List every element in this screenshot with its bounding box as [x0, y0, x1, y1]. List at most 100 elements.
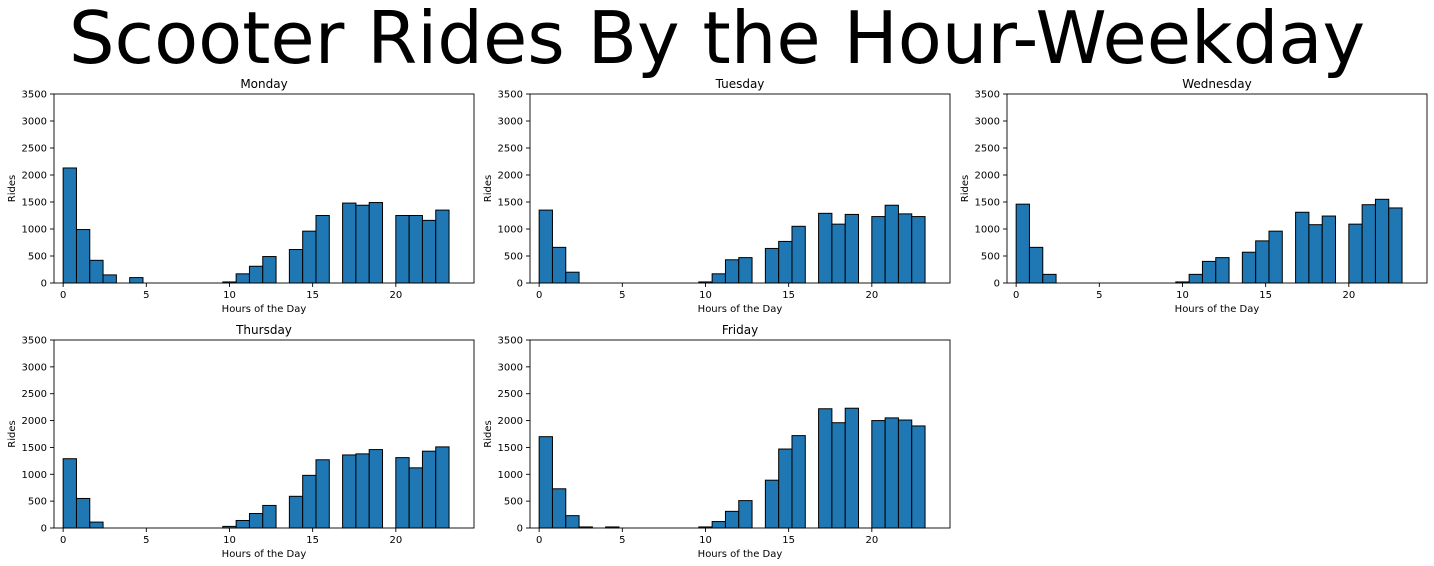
bar [871, 216, 886, 284]
bar [764, 479, 780, 529]
plot-frame [53, 339, 475, 529]
bar [1028, 246, 1044, 284]
x-tick-label: 20 [389, 535, 402, 546]
x-tick-label: 15 [1259, 290, 1272, 301]
y-tick-label: 0 [41, 524, 47, 535]
subplot-wednesday: 0 500 1000 1500 2000 2500 3000 3500 0 5 10 15 20 Wedn… [960, 77, 1428, 315]
y-tick-label: 500 [28, 252, 47, 263]
x-axis-label: Hours of the Day [698, 304, 783, 315]
bar [778, 448, 793, 529]
y-axis-label: Rides [960, 175, 971, 202]
bar [315, 215, 330, 284]
y-tick-label: 500 [981, 252, 1000, 263]
subplot-thursday: 0 500 1000 1500 2000 2500 3000 3500 0 5 10 15 20 Thur… [7, 323, 475, 560]
bar [395, 215, 410, 284]
bar [538, 436, 553, 529]
y-tick-label: 3500 [498, 336, 523, 347]
bar [711, 521, 726, 529]
y-axis-label: Rides [7, 175, 18, 202]
bar [62, 458, 77, 529]
bar [368, 202, 384, 284]
x-tick-label: 0 [1013, 290, 1019, 301]
x-tick-label: 5 [1096, 290, 1102, 301]
y-tick-label: 3500 [975, 90, 1000, 101]
x-tick-label: 5 [619, 290, 625, 301]
x-axis-label: Hours of the Day [222, 549, 307, 560]
bar [89, 521, 104, 529]
plot-frame [1006, 93, 1428, 284]
y-tick-label: 500 [504, 252, 523, 263]
plot-frame [53, 93, 475, 284]
bar [897, 419, 913, 529]
subplot-tuesday: 0 500 1000 1500 2000 2500 3000 3500 0 5 10 15 20 Tues… [483, 77, 951, 315]
y-tick-label: 1500 [22, 198, 47, 209]
y-axis-label: Rides [483, 175, 494, 202]
y-tick-label: 0 [517, 524, 523, 535]
bar [1201, 260, 1217, 284]
bar [551, 488, 567, 529]
bar [75, 229, 91, 284]
y-tick-label: 1000 [498, 225, 523, 236]
y-tick-label: 500 [28, 497, 47, 508]
subplot-title: Thursday [235, 323, 292, 337]
bar [248, 513, 264, 529]
bar [395, 457, 410, 529]
bar [724, 259, 740, 284]
y-tick-label: 3000 [22, 362, 47, 373]
y-tick-label: 0 [41, 279, 47, 290]
bar [551, 246, 567, 284]
bar [818, 408, 833, 529]
bar [538, 209, 553, 284]
x-tick-label: 5 [143, 290, 149, 301]
bar [884, 417, 899, 529]
bar [911, 425, 926, 529]
y-tick-label: 2000 [498, 171, 523, 182]
x-tick-label: 5 [143, 535, 149, 546]
y-tick-label: 3500 [22, 336, 47, 347]
subplot-title: Tuesday [715, 77, 765, 91]
bar [89, 259, 104, 284]
y-tick-label: 3000 [498, 362, 523, 373]
x-tick-label: 20 [389, 290, 402, 301]
y-tick-label: 1500 [975, 198, 1000, 209]
bar [818, 212, 833, 284]
x-tick-label: 10 [1176, 290, 1189, 301]
x-tick-label: 20 [1342, 290, 1355, 301]
plot-frame [529, 339, 951, 529]
y-tick-label: 1000 [22, 470, 47, 481]
bar [1188, 273, 1203, 284]
y-tick-label: 1000 [975, 225, 1000, 236]
bar [435, 446, 450, 529]
bar [421, 219, 437, 284]
bar [288, 495, 304, 529]
bar [435, 209, 450, 284]
x-tick-label: 15 [782, 535, 795, 546]
y-tick-label: 2500 [975, 144, 1000, 155]
bar [129, 277, 144, 284]
bar [844, 407, 860, 529]
bar [1321, 215, 1337, 284]
bar [1268, 230, 1283, 284]
bar [1241, 251, 1257, 284]
bar [1348, 223, 1363, 284]
bar [1308, 224, 1323, 284]
bar [778, 240, 793, 284]
bar [844, 213, 860, 284]
bar [235, 519, 250, 529]
plot-frame [529, 93, 951, 284]
x-tick-label: 15 [306, 535, 319, 546]
y-tick-label: 1000 [22, 225, 47, 236]
bar [342, 454, 357, 529]
bar [262, 504, 277, 529]
subplot-friday: 0 500 1000 1500 2000 2500 3000 3500 0 5 10 15 20 Frid… [483, 323, 951, 560]
x-axis-label: Hours of the Day [698, 549, 783, 560]
y-tick-label: 2000 [498, 416, 523, 427]
bar [884, 204, 899, 284]
bar [1215, 257, 1230, 284]
bar [288, 249, 304, 284]
y-tick-label: 3000 [498, 117, 523, 128]
x-tick-label: 10 [223, 290, 236, 301]
bar [1015, 203, 1030, 284]
y-tick-label: 2500 [22, 389, 47, 400]
x-tick-label: 5 [619, 535, 625, 546]
